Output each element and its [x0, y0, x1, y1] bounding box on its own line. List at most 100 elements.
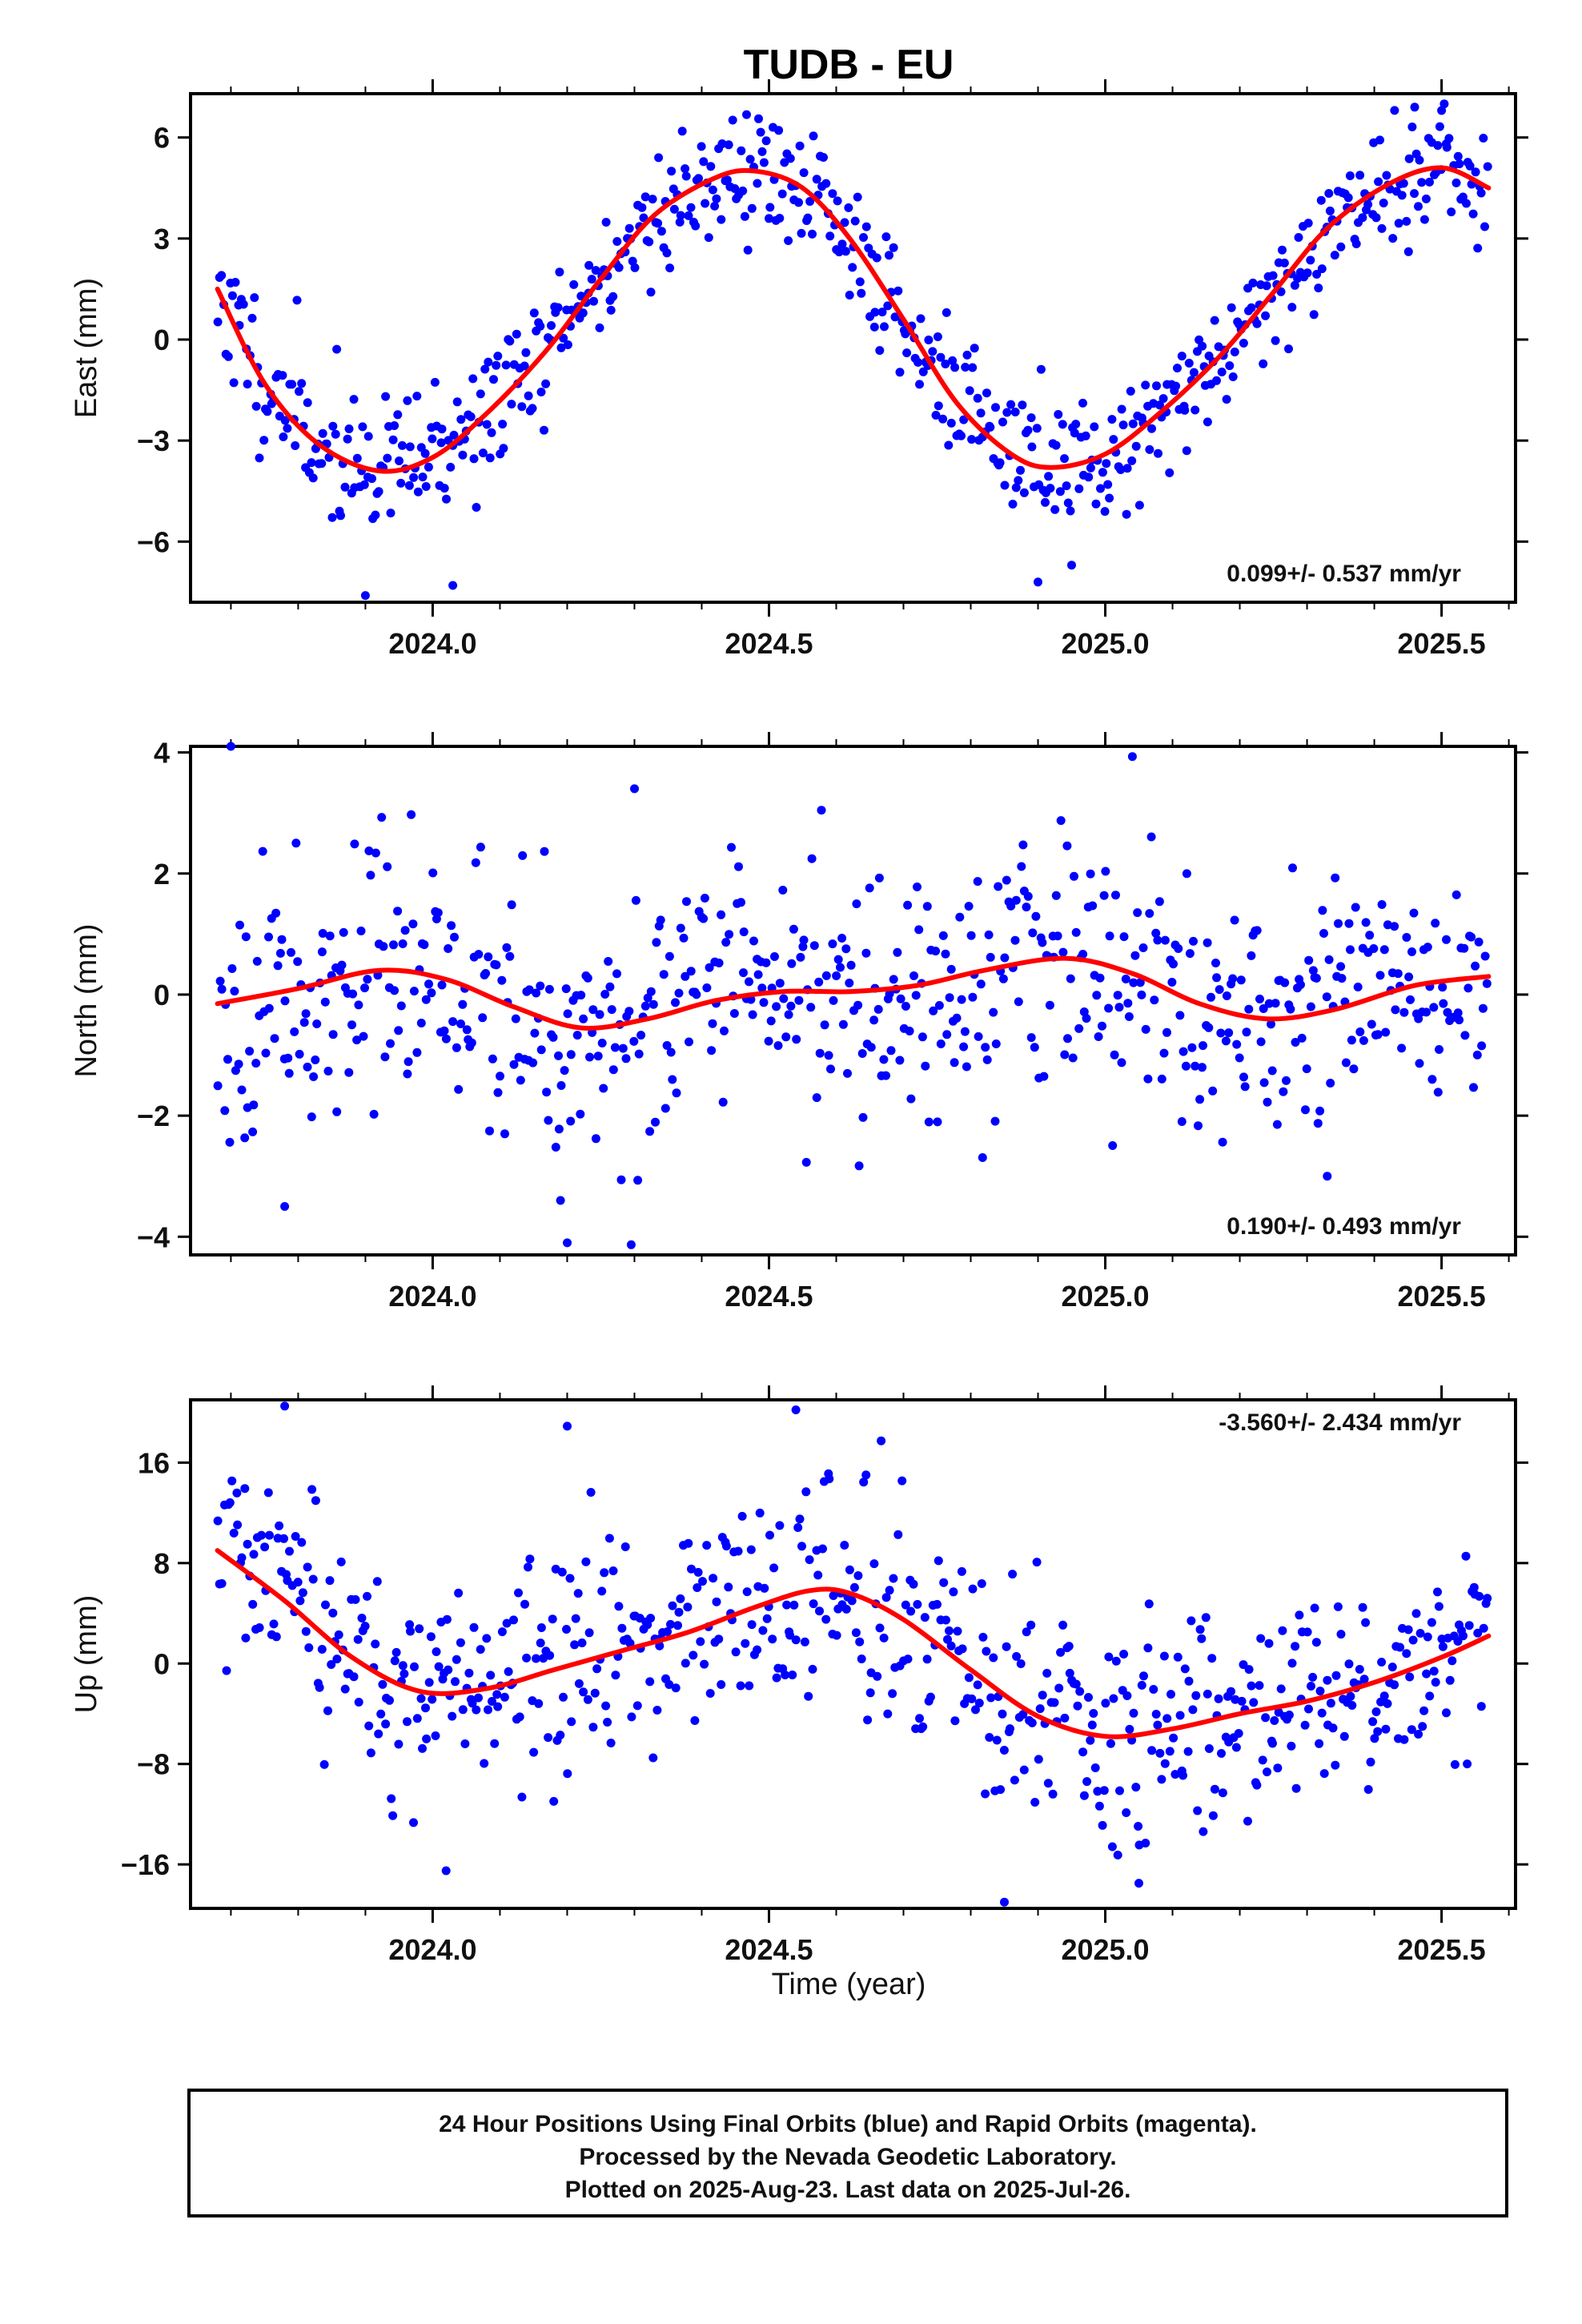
data-point — [845, 291, 854, 300]
data-point — [809, 941, 819, 951]
data-point — [978, 1632, 988, 1642]
data-point — [1027, 1718, 1037, 1727]
data-point — [1002, 408, 1012, 417]
data-point — [1367, 1019, 1376, 1029]
data-point — [577, 1638, 587, 1647]
data-point — [1185, 949, 1195, 959]
data-point — [1382, 171, 1391, 180]
data-point — [1324, 955, 1334, 964]
data-point — [529, 308, 539, 318]
data-point — [1476, 1702, 1486, 1711]
data-point — [1010, 935, 1020, 945]
data-point — [507, 900, 516, 910]
data-point — [634, 1049, 644, 1059]
data-point — [708, 185, 717, 195]
data-point — [348, 989, 358, 999]
data-point — [1387, 1663, 1397, 1672]
data-point — [630, 263, 640, 272]
data-point — [397, 440, 407, 450]
data-point — [421, 1703, 430, 1713]
data-point — [737, 146, 746, 155]
data-point — [1279, 1087, 1288, 1096]
data-point — [409, 472, 419, 482]
data-point — [1099, 891, 1109, 900]
data-point — [686, 967, 696, 976]
data-point — [834, 247, 844, 257]
data-point — [1195, 1095, 1205, 1104]
data-point — [1244, 1004, 1254, 1014]
data-point — [1105, 931, 1114, 941]
data-point — [976, 979, 986, 989]
data-point — [1480, 222, 1489, 231]
data-point — [1107, 1842, 1117, 1852]
data-point — [1336, 1630, 1346, 1639]
data-point — [1243, 1816, 1252, 1826]
data-point — [409, 1818, 418, 1827]
data-point — [472, 503, 481, 512]
data-point — [1379, 945, 1389, 955]
data-point — [287, 947, 295, 957]
data-point — [590, 1688, 600, 1698]
data-point — [540, 425, 548, 435]
data-point — [1180, 1664, 1190, 1674]
data-point — [1267, 1066, 1277, 1076]
data-point — [964, 1673, 974, 1683]
data-point — [821, 971, 831, 980]
data-point — [1091, 499, 1101, 509]
data-point — [1379, 1691, 1389, 1701]
data-point — [1131, 1783, 1141, 1792]
data-point — [761, 958, 771, 967]
data-point — [480, 364, 490, 374]
data-point — [1334, 919, 1343, 928]
data-point — [280, 996, 290, 1006]
data-point — [1114, 1003, 1124, 1012]
data-point — [938, 414, 948, 424]
y-axis-label: Up (mm) — [70, 1595, 103, 1714]
data-point — [381, 392, 391, 401]
y-tick-label: 0 — [154, 324, 170, 356]
data-point — [989, 1007, 998, 1017]
data-point — [328, 1608, 338, 1618]
data-point — [1391, 1005, 1400, 1015]
x-tick-label: 2024.5 — [725, 627, 813, 660]
data-point — [563, 1421, 572, 1431]
data-point — [1038, 1691, 1047, 1700]
data-point — [757, 983, 767, 993]
data-point — [257, 1530, 266, 1540]
data-point — [1427, 1618, 1436, 1627]
data-point — [857, 288, 866, 298]
data-point — [1435, 122, 1444, 131]
data-point — [374, 487, 383, 497]
data-point — [712, 1597, 721, 1606]
data-point — [1104, 1003, 1114, 1013]
data-point — [740, 211, 749, 221]
data-point — [885, 251, 893, 260]
data-point — [730, 184, 740, 193]
data-point — [536, 1623, 546, 1632]
data-point — [893, 947, 902, 957]
data-point — [1388, 234, 1398, 243]
data-point — [758, 1626, 768, 1635]
data-point — [817, 806, 826, 815]
data-point — [699, 914, 709, 923]
data-point — [1473, 1628, 1483, 1638]
data-point — [1155, 1748, 1165, 1758]
data-point — [1214, 1694, 1223, 1703]
data-point — [472, 1705, 481, 1715]
data-point — [1475, 1591, 1484, 1601]
data-point — [1231, 1743, 1241, 1752]
data-point — [1476, 188, 1486, 198]
data-point — [1390, 106, 1399, 115]
data-point — [668, 1601, 677, 1610]
data-point — [1177, 352, 1186, 361]
data-point — [587, 275, 596, 284]
data-point — [303, 398, 312, 408]
data-point — [1155, 400, 1164, 410]
data-point — [507, 400, 516, 409]
data-point — [1437, 106, 1447, 115]
data-point — [556, 1081, 566, 1090]
data-point — [1347, 1701, 1357, 1710]
data-point — [1201, 1613, 1211, 1622]
data-point — [1210, 1784, 1219, 1794]
rate-annotation: -3.560+/- 2.434 mm/yr — [1219, 1409, 1461, 1436]
